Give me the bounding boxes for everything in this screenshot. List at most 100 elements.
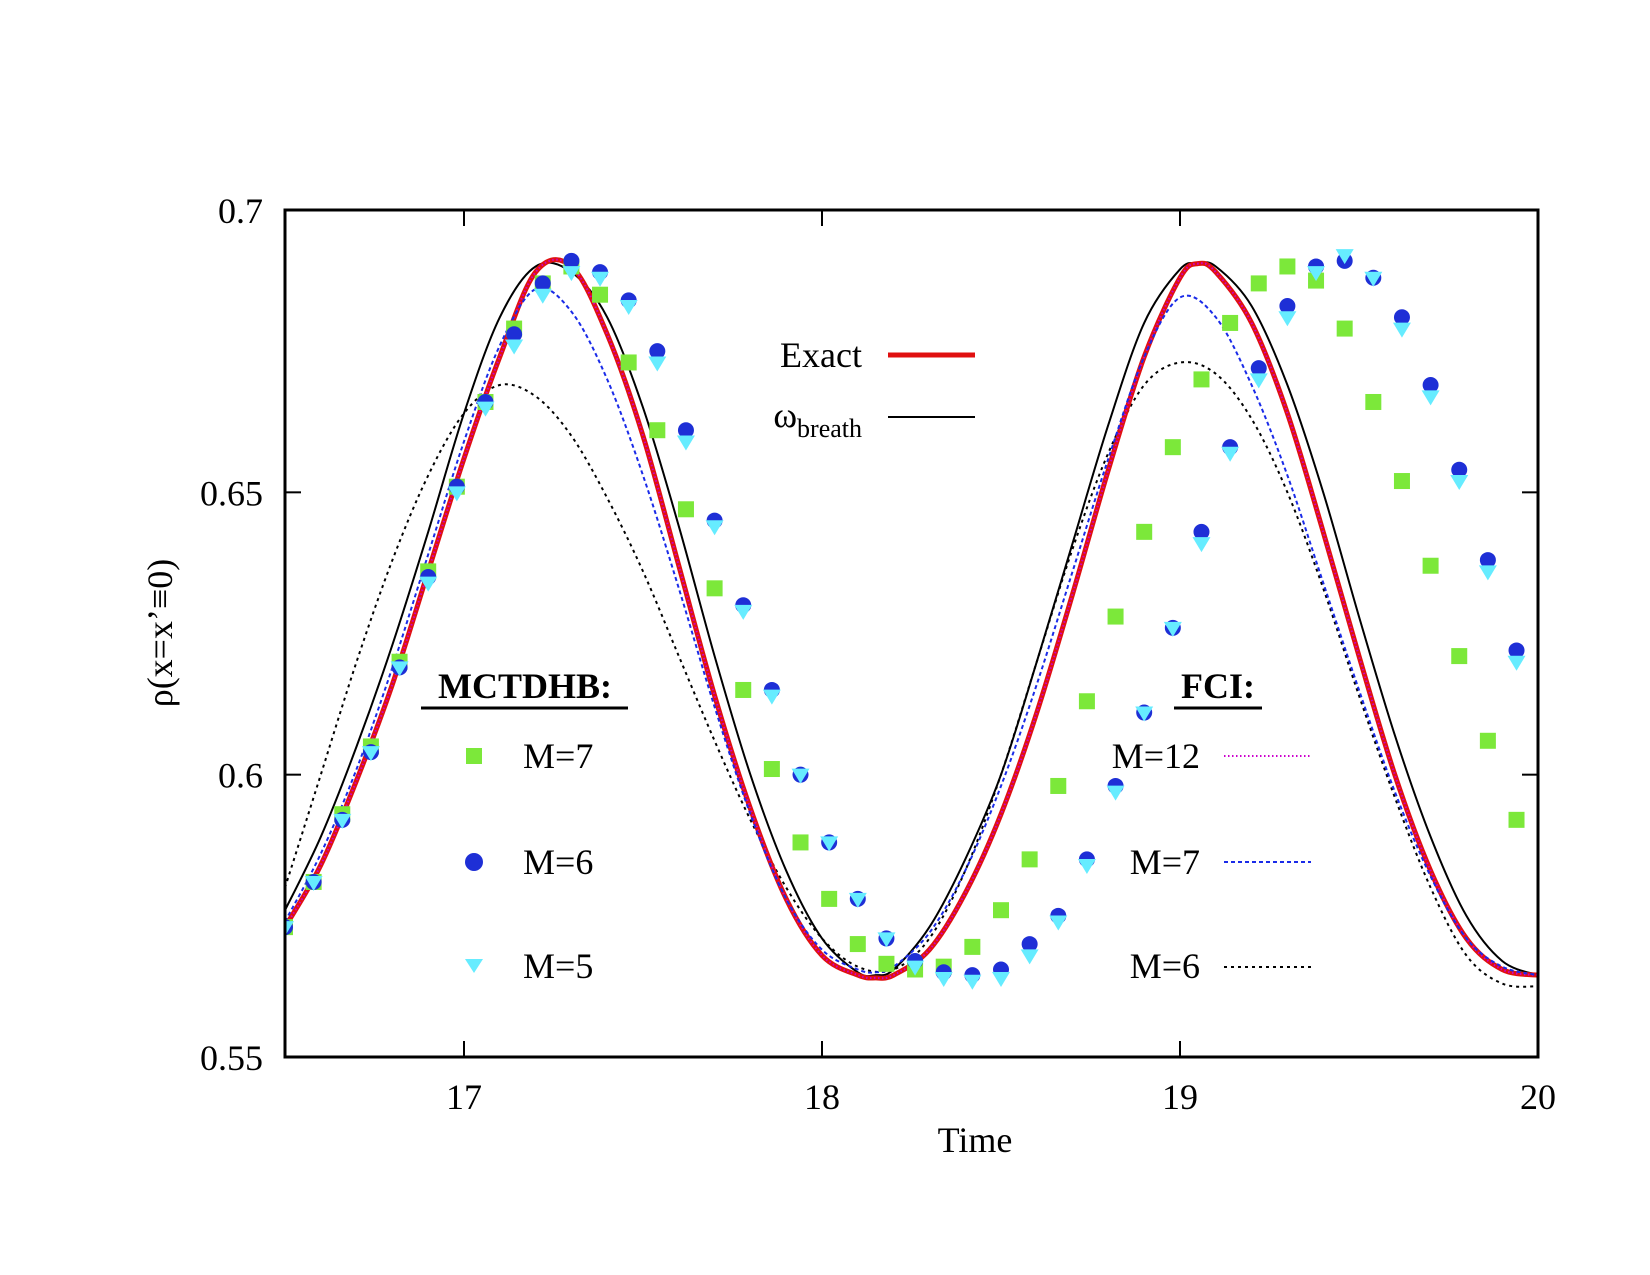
point-mctdhb_m5 (1249, 373, 1268, 389)
point-mctdhb_m7 (1365, 393, 1382, 410)
point-mctdhb_m6 (1250, 360, 1267, 377)
legend-mctdhb-title: MCTDHB: (438, 666, 612, 706)
point-mctdhb_m5 (1450, 475, 1469, 491)
point-mctdhb_m7 (1164, 439, 1181, 456)
point-mctdhb_m5 (676, 435, 695, 451)
point-mctdhb_m7 (1451, 648, 1468, 665)
point-mctdhb_m5 (505, 339, 524, 355)
point-mctdhb_m5 (762, 689, 781, 705)
point-mctdhb_m5 (619, 299, 638, 315)
point-mctdhb_m5 (705, 520, 724, 536)
point-mctdhb_m5 (1307, 266, 1326, 282)
point-mctdhb_m5 (591, 271, 610, 287)
point-mctdhb_m5 (1392, 322, 1411, 338)
point-mctdhb_m5 (1135, 706, 1154, 722)
point-mctdhb_m5 (1192, 537, 1211, 553)
y-tick-label: 0.6 (218, 756, 263, 796)
point-mctdhb_m7 (1393, 473, 1410, 490)
point-mctdhb_m7 (620, 354, 637, 371)
legend-mctdhb-m7-label: M=7 (523, 736, 593, 776)
point-mctdhb_m7 (821, 890, 838, 907)
point-mctdhb_m5 (1507, 655, 1526, 671)
point-mctdhb_m5 (1077, 859, 1096, 875)
point-mctdhb_m7 (1021, 851, 1038, 868)
x-tick-label: 18 (804, 1077, 840, 1117)
y-axis-label: ρ(x=x’≡0) (140, 559, 180, 708)
point-mctdhb_m5 (533, 288, 552, 304)
point-mctdhb_m5 (1221, 446, 1240, 462)
point-mctdhb_m5 (1421, 390, 1440, 406)
point-mctdhb_m5 (1106, 785, 1125, 801)
axis-layer: 17 18 19 20 0.55 0.6 0.65 0.7 (200, 191, 1556, 1117)
series-line-fci_m7 (285, 286, 1538, 977)
point-mctdhb_m7 (1422, 557, 1439, 574)
point-mctdhb_m5 (906, 960, 925, 976)
point-mctdhb_m5 (1163, 621, 1182, 637)
point-mctdhb_m6 (1021, 936, 1038, 953)
series-line-breath (285, 261, 1538, 978)
point-mctdhb_m7 (993, 902, 1009, 919)
legend-breath-sub: breath (797, 414, 862, 443)
point-mctdhb_m5 (1049, 915, 1068, 931)
point-mctdhb_m5 (304, 875, 323, 891)
legend-fci-m6-label: M=6 (1130, 946, 1200, 986)
point-mctdhb_m7 (735, 681, 752, 698)
point-mctdhb_m7 (849, 936, 866, 953)
x-tick-label: 20 (1520, 1077, 1556, 1117)
x-axis-label: Time (938, 1120, 1013, 1160)
point-mctdhb_m5 (447, 486, 466, 502)
point-mctdhb_m7 (1508, 811, 1525, 828)
series-layer (285, 249, 1538, 990)
point-mctdhb_m7 (649, 422, 666, 439)
point-mctdhb_m5 (1020, 949, 1039, 965)
legend-mctdhb-m7-marker (466, 748, 482, 764)
point-mctdhb_m5 (390, 661, 409, 677)
point-mctdhb_m6 (1193, 523, 1210, 540)
point-mctdhb_m5 (992, 971, 1010, 987)
point-mctdhb_m7 (1279, 258, 1296, 275)
point-mctdhb_m7 (763, 761, 780, 778)
point-mctdhb_m5 (285, 921, 294, 937)
point-mctdhb_m7 (1050, 777, 1067, 794)
x-tick-label: 17 (446, 1077, 482, 1117)
plot-frame (283, 208, 1540, 1059)
point-mctdhb_m7 (706, 580, 723, 597)
point-mctdhb_m5 (361, 746, 380, 762)
point-mctdhb_m6 (563, 252, 580, 269)
point-mctdhb_m5 (963, 974, 982, 990)
point-mctdhb_m6 (649, 343, 666, 360)
point-mctdhb_m6 (1422, 377, 1439, 394)
legend-mctdhb-m5-label: M=5 (523, 946, 593, 986)
point-mctdhb_m7 (1222, 314, 1239, 331)
y-tick-label: 0.7 (218, 191, 263, 231)
point-mctdhb_m6 (1393, 309, 1410, 326)
point-mctdhb_m5 (419, 576, 438, 592)
point-mctdhb_m7 (792, 834, 809, 851)
legend-mctdhb-m6-marker (465, 853, 483, 871)
point-mctdhb_m7 (1479, 732, 1496, 749)
point-mctdhb_m5 (1335, 249, 1354, 265)
point-mctdhb_m7 (1078, 693, 1095, 710)
point-mctdhb_m5 (476, 401, 495, 417)
point-mctdhb_m6 (534, 275, 551, 292)
point-mctdhb_m7 (1107, 608, 1124, 625)
point-mctdhb_m5 (1278, 311, 1297, 327)
point-mctdhb_m5 (848, 892, 867, 908)
legend-fci-title: FCI: (1181, 666, 1255, 706)
point-mctdhb_m7 (677, 501, 694, 518)
point-mctdhb_m6 (1508, 642, 1525, 659)
legend-exact-label: Exact (780, 335, 862, 375)
legend-mctdhb-m5-marker (465, 959, 483, 973)
point-mctdhb_m6 (506, 326, 523, 343)
legend-mctdhb-m6-label: M=6 (523, 842, 593, 882)
point-mctdhb_m7 (592, 286, 609, 303)
point-mctdhb_m6 (677, 422, 694, 439)
point-mctdhb_m5 (1478, 565, 1497, 581)
point-mctdhb_m5 (648, 356, 667, 372)
point-mctdhb_m5 (877, 932, 896, 948)
point-mctdhb_m7 (878, 955, 895, 972)
point-mctdhb_m5 (562, 266, 581, 282)
legend-fci: FCI: M=12 M=7 M=6 (1112, 666, 1311, 986)
point-mctdhb_m7 (1136, 523, 1153, 540)
